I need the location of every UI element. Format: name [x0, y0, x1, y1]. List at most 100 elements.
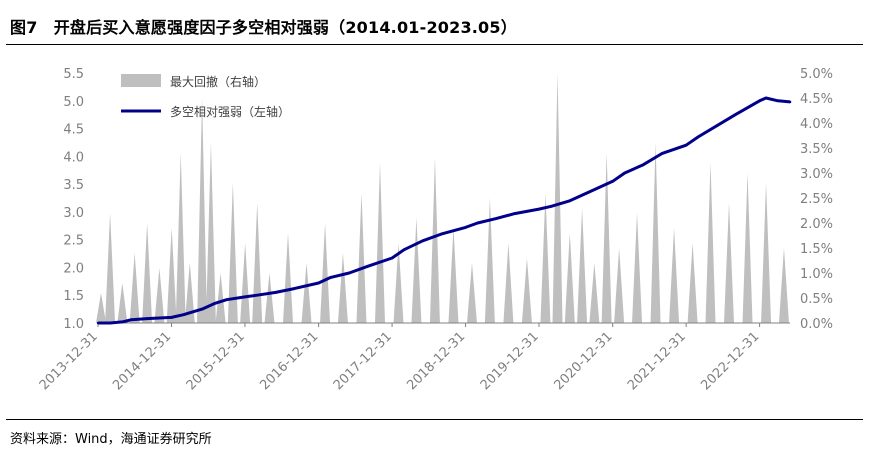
- strength-point: [255, 293, 259, 297]
- strength-point: [696, 135, 700, 139]
- y-right-tick-label: 1.5%: [800, 242, 833, 257]
- strength-point: [494, 217, 498, 220]
- drawdown-spike: [374, 163, 385, 323]
- strength-point: [347, 271, 351, 275]
- y-right-tick-label: 0.0%: [800, 317, 833, 332]
- y-right-tick-label: 3.5%: [800, 142, 833, 157]
- x-tick-label: 2017-12-31: [331, 329, 395, 393]
- drawdown-spike: [283, 233, 294, 323]
- drawdown-spike: [705, 163, 716, 323]
- strength-point: [641, 163, 645, 166]
- strength-point: [200, 307, 204, 311]
- drawdown-spike: [540, 193, 551, 323]
- y-left-tick-label: 1.5: [63, 289, 84, 304]
- strength-point: [225, 298, 228, 301]
- drawdown-spike: [197, 98, 208, 323]
- strength-point: [421, 239, 424, 243]
- strength-point: [274, 291, 278, 294]
- y-left-tick-label: 4.5: [63, 123, 84, 138]
- y-right-tick-label: 3.0%: [800, 167, 833, 182]
- drawdown-spike: [154, 268, 165, 323]
- strength-point: [170, 316, 173, 319]
- drawdown-spike: [129, 253, 140, 323]
- drawdown-spike: [184, 263, 195, 323]
- legend-label-drawdown: 最大回撤（右轴）: [170, 74, 266, 89]
- drawdown-spike: [227, 183, 238, 323]
- strength-point: [464, 226, 467, 229]
- x-tick-label: 2015-12-31: [184, 329, 248, 393]
- drawdown-spike: [632, 213, 643, 323]
- strength-point: [402, 248, 406, 251]
- strength-point: [568, 199, 572, 203]
- strength-point: [788, 100, 792, 104]
- drawdown-spike: [724, 203, 735, 323]
- x-tick-label: 2013-12-31: [37, 329, 101, 393]
- top-rule: [6, 44, 863, 45]
- strength-point: [733, 113, 737, 116]
- strength-point: [758, 99, 761, 103]
- drawdown-spike: [117, 283, 128, 323]
- drawdown-spike: [669, 228, 680, 323]
- drawdown-spike: [166, 228, 177, 323]
- strength-line-layer: [96, 96, 792, 325]
- drawdown-spike: [429, 158, 440, 323]
- y-right-tick-label: 4.0%: [800, 117, 833, 132]
- drawdown-spike: [264, 273, 275, 323]
- strength-point: [537, 207, 541, 211]
- drawdown-spike: [614, 248, 625, 323]
- legend-label-strength: 多空相对强弱（左轴）: [170, 104, 290, 119]
- x-tick-label: 2014-12-31: [110, 329, 174, 393]
- bottom-rule: [6, 419, 863, 420]
- strength-point: [96, 321, 100, 325]
- strength-point: [776, 99, 780, 103]
- x-tick-label: 2018-12-31: [404, 329, 468, 393]
- drawdown-spike: [521, 258, 532, 323]
- x-tick-label: 2022-12-31: [698, 329, 762, 393]
- drawdown-spike: [650, 143, 661, 323]
- y-right-tick-label: 0.5%: [800, 292, 833, 307]
- strength-point: [213, 302, 216, 305]
- drawdown-area-layer: [96, 73, 789, 323]
- y-right-tick-label: 4.5%: [800, 92, 833, 107]
- x-tick-label: 2019-12-31: [478, 329, 542, 393]
- drawdown-spike: [742, 173, 753, 323]
- strength-point: [623, 171, 627, 175]
- figure-title: 图7 开盘后买入意愿强度因子多空相对强弱（2014.01-2023.05）: [10, 18, 517, 37]
- drawdown-spike: [411, 218, 422, 323]
- strength-point: [145, 317, 149, 320]
- y-left-tick-label: 1.0: [63, 317, 84, 332]
- drawdown-spike: [503, 243, 514, 323]
- strength-point: [329, 276, 332, 279]
- strength-point: [182, 313, 185, 316]
- y-left-tick-label: 5.5: [63, 67, 84, 82]
- strength-point: [108, 321, 112, 325]
- strength-point: [243, 295, 247, 299]
- y-left-tick-label: 4.0: [63, 150, 84, 165]
- drawdown-spike: [589, 263, 600, 323]
- drawdown-spike: [337, 253, 348, 323]
- strength-point: [715, 124, 719, 128]
- drawdown-spike: [687, 243, 698, 323]
- y-right-tick-label: 1.0%: [800, 267, 833, 282]
- y-left-tick-label: 3.0: [63, 206, 84, 221]
- drawdown-spike: [393, 243, 404, 323]
- source-note: 资料来源：Wind，海通证券研究所: [10, 432, 212, 447]
- legend-swatch-drawdown: [121, 74, 161, 87]
- drawdown-spike: [205, 143, 216, 323]
- drawdown-spike: [552, 73, 563, 323]
- strength-point: [513, 212, 516, 215]
- drawdown-spike: [320, 223, 331, 323]
- drawdown-spike: [466, 263, 477, 323]
- x-tick-label: 2020-12-31: [551, 329, 615, 393]
- strength-point: [684, 143, 688, 147]
- drawdown-spike: [761, 183, 772, 323]
- y-right-tick-label: 5.0%: [800, 67, 833, 82]
- strength-point: [130, 318, 133, 321]
- legend: 最大回撤（右轴） 多空相对强弱（左轴）: [121, 74, 290, 119]
- strength-point: [121, 320, 124, 324]
- y-right-tick-label: 2.0%: [800, 217, 833, 232]
- x-tick-label: 2016-12-31: [257, 329, 321, 393]
- drawdown-spike: [142, 223, 153, 323]
- strength-point: [292, 287, 296, 290]
- y-right-tick-label: 2.5%: [800, 192, 833, 207]
